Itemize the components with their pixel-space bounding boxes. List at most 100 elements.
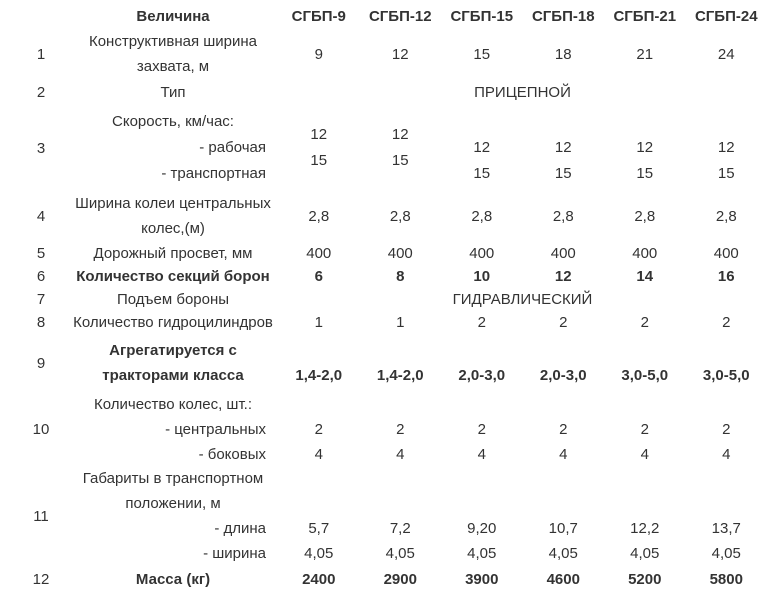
table-row-sections: 6 Количество секций борон 6 8 10 12 14 1… [14, 265, 767, 288]
spec-value-stack: 2 4 [640, 421, 649, 463]
row-number: 9 [36, 354, 46, 372]
spec-value-span: ГИДРАВЛИЧЕСКИЙ [452, 291, 593, 308]
spec-value: 400 [713, 244, 739, 262]
table-row-mass: 12 Масса (кг) 2400 2900 3900 4600 5200 5… [14, 566, 767, 592]
spec-value: 2,0-3,0 [458, 367, 506, 384]
spec-value: 12 [554, 268, 572, 285]
table-row-working-width: 1 Конструктивная ширина захвата, м 9 12 … [14, 29, 767, 79]
spec-value: 1,4-2,0 [295, 367, 343, 384]
row-number: 12 [32, 570, 50, 588]
spec-value: 3900 [465, 570, 499, 588]
spec-value: 400 [387, 244, 413, 262]
table-row-tractor-class: 9 Агрегатируется с тракторами класса 1,4… [14, 338, 767, 388]
spec-value: 1 [396, 314, 405, 331]
spec-value: 21 [636, 45, 654, 63]
table-row-wheels: 10 Количество колес, шт.: - центральных … [14, 392, 767, 466]
spec-value: 400 [632, 244, 658, 262]
spec-value: 400 [469, 244, 495, 262]
model-header-sgbp12: СГБП-12 [368, 7, 432, 25]
row-number: 11 [33, 507, 49, 525]
row-label: Количество гидроцилиндров [73, 314, 273, 331]
row-label: Количество колес, шт.: - центральных - б… [94, 396, 266, 463]
spec-value: 5200 [628, 570, 662, 588]
spec-value-span: ПРИЦЕПНОЙ [474, 83, 571, 101]
row-label: Дорожный просвет, мм [93, 244, 253, 262]
row-label: Конструктивная ширина захвата, м [88, 33, 258, 75]
spec-value: 2,8 [552, 207, 574, 225]
spec-value: 2 [477, 314, 486, 331]
row-number: 2 [36, 83, 46, 101]
spec-value: 2400 [302, 570, 336, 588]
row-label: Масса (кг) [135, 570, 211, 588]
spec-value: 2,8 [471, 207, 493, 225]
table-row-lift: 7 Подъем бороны ГИДРАВЛИЧЕСКИЙ [14, 288, 767, 311]
row-label: Тип [160, 83, 186, 101]
row-number: 3 [36, 139, 46, 157]
spec-value-stack: 12 15 [554, 139, 572, 182]
model-header-sgbp24: СГБП-24 [694, 7, 758, 25]
spec-value: 2900 [383, 570, 417, 588]
spec-value-stack: 2 4 [396, 421, 405, 463]
spec-value: 6 [314, 268, 323, 285]
row-number: 8 [36, 314, 46, 331]
row-number: 7 [36, 291, 46, 308]
table-row-dimensions: 11 Габариты в транспортном положении, м … [14, 466, 767, 566]
table-header-row: Величина СГБП-9 СГБП-12 СГБП-15 СГБП-18 … [14, 3, 767, 29]
row-number: 1 [36, 45, 46, 63]
spec-value: 1,4-2,0 [376, 367, 424, 384]
spec-value: 400 [306, 244, 332, 262]
row-label: Агрегатируется с тракторами класса [102, 342, 244, 384]
spec-value-stack: 7,2 4,05 [385, 520, 415, 562]
spec-value-stack: 12,2 4,05 [630, 520, 660, 562]
spec-value: 2,8 [308, 207, 330, 225]
spec-value-stack: 2 4 [477, 421, 486, 463]
spec-value-stack: 2 4 [559, 421, 568, 463]
spec-value: 400 [550, 244, 576, 262]
metric-column-header: Величина [136, 7, 210, 25]
spec-value: 1 [314, 314, 323, 331]
spec-value: 16 [717, 268, 735, 285]
spec-value: 18 [554, 45, 572, 63]
spec-value: 2 [640, 314, 649, 331]
spec-value: 15 [473, 45, 491, 63]
spec-value: 2,8 [389, 207, 411, 225]
row-label: Подъем бороны [116, 291, 230, 308]
row-number: 4 [36, 207, 46, 225]
model-header-sgbp9: СГБП-9 [291, 7, 346, 25]
spec-value: 2,8 [634, 207, 656, 225]
spec-value-stack: 13,7 4,05 [711, 520, 741, 562]
spec-value-stack: 12 15 [636, 139, 654, 182]
spec-value-stack: 5,7 4,05 [304, 520, 334, 562]
model-header-sgbp18: СГБП-18 [531, 7, 595, 25]
spec-value-stack: 2 4 [722, 421, 731, 463]
spec-value: 14 [636, 268, 654, 285]
spec-value: 8 [396, 268, 405, 285]
row-label: Ширина колеи центральных колес,(м) [75, 195, 271, 237]
spec-value-stack: 12 15 [473, 139, 491, 182]
spec-value: 3,0-5,0 [621, 367, 669, 384]
table-row-speed: 3 Скорость, км/час: - рабочая - транспор… [14, 109, 767, 187]
spec-value: 2 [559, 314, 568, 331]
spec-value: 2 [722, 314, 731, 331]
spec-value-stack: 2 4 [314, 421, 323, 463]
table-row-track-width: 4 Ширина колеи центральных колес,(м) 2,8… [14, 191, 767, 241]
spec-value: 12 [391, 45, 409, 63]
row-number: 5 [36, 244, 46, 262]
row-number: 10 [32, 421, 50, 438]
spec-value: 3,0-5,0 [702, 367, 750, 384]
spec-value: 10 [473, 268, 491, 285]
spec-value: 2,8 [715, 207, 737, 225]
spec-value-stack: 12 15 [391, 126, 409, 169]
table-row-hydrocylinders: 8 Количество гидроцилиндров 1 1 2 2 2 2 [14, 311, 767, 334]
row-number: 6 [36, 268, 46, 285]
spec-value: 24 [717, 45, 735, 63]
row-label: Количество секций борон [76, 268, 270, 285]
spec-value: 9 [314, 45, 323, 63]
table-row-clearance: 5 Дорожный просвет, мм 400 400 400 400 4… [14, 241, 767, 265]
spec-value-stack: 12 15 [717, 139, 735, 182]
model-header-sgbp15: СГБП-15 [450, 7, 514, 25]
table-row-type: 2 Тип ПРИЦЕПНОЙ [14, 79, 767, 105]
model-header-sgbp21: СГБП-21 [613, 7, 677, 25]
spec-value-stack: 12 15 [310, 126, 328, 169]
